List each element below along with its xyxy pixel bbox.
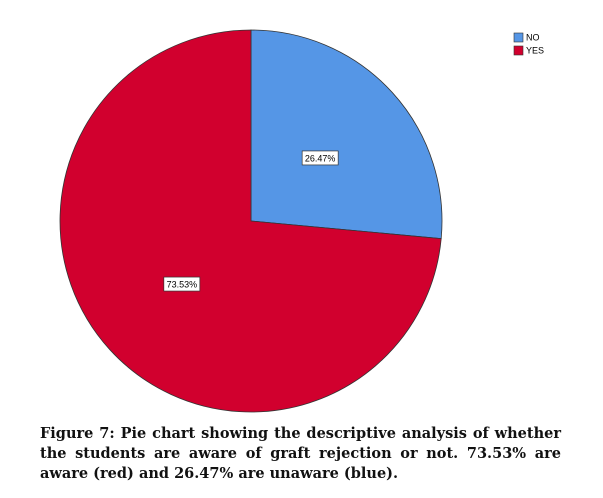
pie-slice [59,29,442,413]
value-label-box [163,276,201,292]
value-label: 73.53% [167,279,198,289]
value-label-box [301,150,339,166]
caption: Figure 7: Pie chart showing the descript… [40,425,561,482]
value-label: 26.47% [305,153,336,163]
legend-label: NO [526,32,540,42]
legend-swatch [513,45,524,56]
pie-slice [250,29,443,240]
legend-swatch [513,32,524,43]
chart: 26.47% 73.53% NO YES [59,29,544,413]
legend-label: YES [526,45,544,55]
